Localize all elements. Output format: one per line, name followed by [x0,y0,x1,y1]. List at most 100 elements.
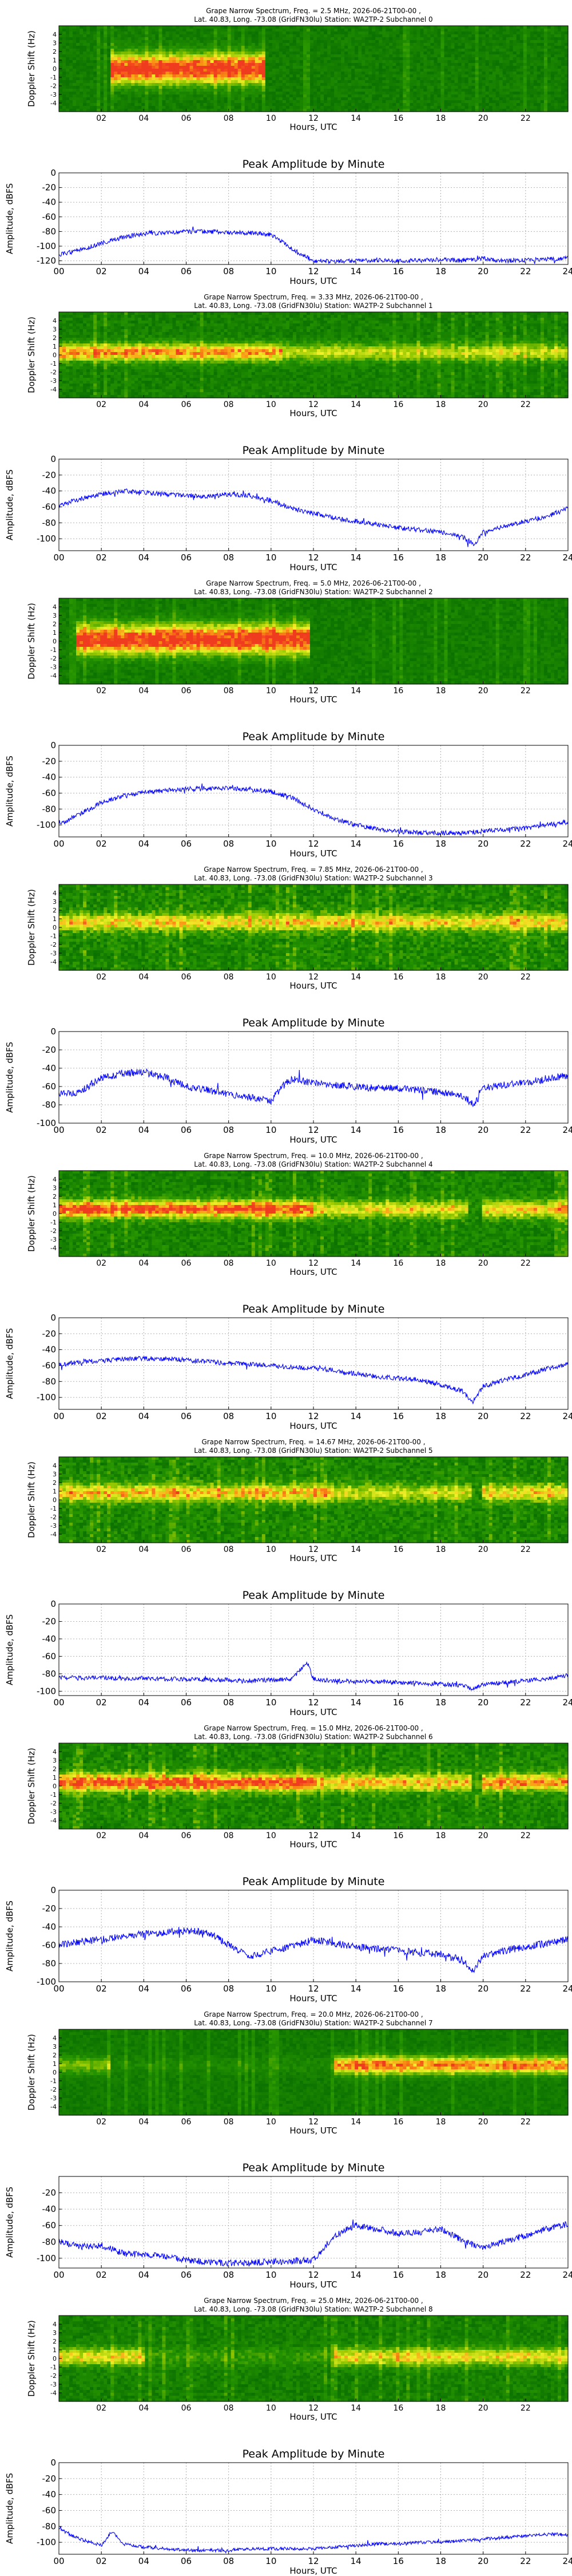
y-tick-label: 2 [53,334,57,342]
x-tick-label: 16 [393,2117,403,2127]
x-tick-label: 12 [308,552,319,563]
x-tick-label: 04 [138,2556,149,2566]
x-tick-label: 22 [520,552,531,563]
x-tick-label: 22 [521,1545,531,1554]
y-tick-label: 4 [53,317,57,325]
x-tick-label: 22 [520,839,531,849]
y-tick-label: -4 [50,1244,57,1252]
x-tick-label: 16 [393,1259,403,1268]
y-tick-label: 1 [53,1202,57,1209]
x-tick-label: 20 [478,839,488,849]
x-tick-label: 10 [266,114,276,123]
x-tick-label: 10 [266,1831,276,1840]
y-tick-label: 1 [53,629,57,637]
x-tick-label: 16 [393,552,404,563]
x-tick-label: 06 [181,400,192,409]
x-tick-label: 22 [520,2270,531,2280]
x-tick-label: 06 [181,552,192,563]
x-tick-label: 00 [53,552,64,563]
chart-subtitle: Lat. 40.83, Long. -73.08 (GridFN30lu) St… [194,1160,432,1168]
x-tick-label: 04 [138,114,149,123]
x-tick-label: 16 [393,2556,404,2566]
spectrogram-cells [59,884,569,971]
x-tick-label: 00 [53,266,64,276]
y-tick-label: 0 [50,1599,56,1609]
y-tick-label: -40 [42,2204,57,2214]
x-axis-label: Hours, UTC [289,276,337,286]
y-axis-label: Doppler Shift (Hz) [26,317,37,393]
x-tick-label: 14 [351,2117,361,2127]
y-axis-label: Amplitude, dBFS [5,2187,15,2258]
x-tick-label: 16 [393,1984,404,1994]
x-axis-label: Hours, UTC [289,694,337,705]
x-tick-label: 14 [351,1411,362,1421]
y-axis-label: Doppler Shift (Hz) [26,30,37,107]
y-tick-label: -4 [50,2389,57,2397]
y-tick-label: 2 [53,2052,57,2059]
y-tick-label: 4 [53,603,57,611]
x-tick-label: 04 [138,973,149,982]
x-tick-label: 06 [181,1125,192,1135]
x-tick-label: 20 [478,686,488,696]
x-tick-label: 18 [436,686,446,696]
x-tick-label: 20 [478,1411,488,1421]
x-tick-label: 06 [181,839,192,849]
x-axis-label: Hours, UTC [289,1421,337,1431]
chart-title: Grape Narrow Spectrum, Freq. = 10.0 MHz,… [204,1152,423,1160]
y-axis-label: Amplitude, dBFS [5,1042,15,1113]
y-axis-label: Doppler Shift (Hz) [26,1175,37,1252]
x-tick-label: 20 [478,2556,488,2566]
y-tick-label: -40 [42,2490,57,2500]
y-tick-label: -40 [42,1063,57,1073]
x-tick-label: 20 [478,2404,488,2413]
x-tick-label: 18 [435,839,446,849]
x-tick-label: 16 [393,2270,404,2280]
y-tick-label: -20 [42,756,57,767]
y-tick-label: -1 [50,646,57,654]
chart-subtitle: Lat. 40.83, Long. -73.08 (GridFN30lu) St… [194,874,432,882]
spectrogram-panel: Grape Narrow Spectrum, Freq. = 20.0 MHz,… [26,2010,569,2136]
x-tick-label: 08 [224,400,234,409]
y-tick-label: -60 [42,1360,57,1370]
y-axis-label: Doppler Shift (Hz) [26,2034,37,2111]
y-axis-label: Doppler Shift (Hz) [26,889,37,966]
chart-title: Grape Narrow Spectrum, Freq. = 15.0 MHz,… [204,1724,423,1732]
x-tick-label: 22 [521,2404,531,2413]
x-tick-label: 10 [266,1259,276,1268]
spectrogram-cells [59,2316,569,2402]
x-tick-label: 08 [223,839,234,849]
x-tick-label: 04 [138,2270,149,2280]
x-tick-label: 00 [53,2270,64,2280]
x-tick-label: 14 [351,1831,361,1840]
x-tick-label: 06 [181,1259,192,1268]
x-axis-label: Hours, UTC [289,1707,337,1717]
x-tick-label: 18 [436,2117,446,2127]
y-tick-label: 0 [50,454,56,464]
x-tick-label: 02 [96,686,106,696]
y-tick-label: 2 [53,621,57,628]
y-tick-label: -60 [42,1081,57,1092]
x-axis-label: Hours, UTC [289,1553,337,1563]
y-tick-label: 1 [53,2060,57,2068]
x-tick-label: 12 [308,2556,319,2566]
x-tick-label: 24 [562,1697,572,1708]
x-tick-label: 16 [393,400,403,409]
x-tick-label: 02 [96,1125,107,1135]
chart-title: Peak Amplitude by Minute [243,1875,385,1888]
chart-title: Peak Amplitude by Minute [243,730,385,743]
x-tick-label: 22 [520,2556,531,2566]
y-tick-label: -2 [50,1227,57,1235]
x-tick-label: 08 [223,266,234,276]
x-tick-label: 10 [265,1125,276,1135]
spectrogram-panel: Grape Narrow Spectrum, Freq. = 3.33 MHz,… [26,293,569,418]
y-tick-label: 4 [53,890,57,897]
x-tick-label: 02 [96,400,106,409]
y-tick-label: 1 [53,343,57,350]
x-tick-label: 10 [265,1984,276,1994]
x-tick-label: 08 [223,552,234,563]
x-tick-label: 02 [96,839,107,849]
chart-title: Peak Amplitude by Minute [243,2162,385,2174]
y-tick-label: -60 [42,501,57,512]
chart-title: Grape Narrow Spectrum, Freq. = 7.85 MHz,… [204,866,423,874]
